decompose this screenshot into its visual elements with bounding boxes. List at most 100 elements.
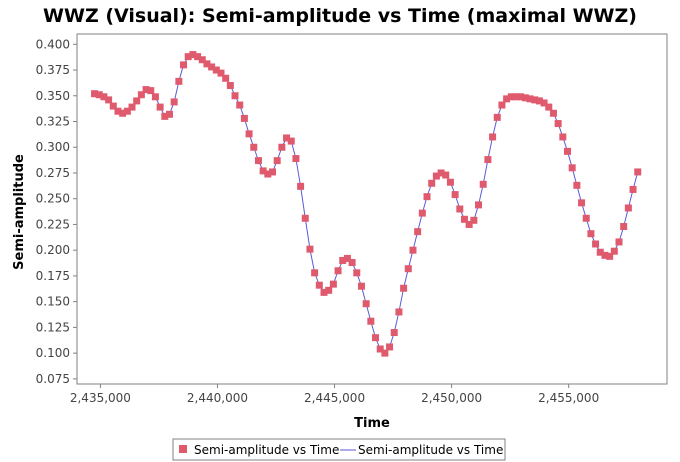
- data-point: [91, 90, 99, 98]
- data-point: [549, 109, 557, 117]
- data-point: [203, 60, 211, 68]
- data-point: [100, 93, 108, 101]
- data-point: [517, 93, 525, 101]
- x-axis: 2,435,000 2,440,000 2,445,000 2,450,000 2,45…: [70, 384, 599, 405]
- x-tick-label: 2,440,000: [187, 391, 248, 405]
- data-point: [357, 282, 365, 290]
- data-point: [507, 93, 515, 101]
- y-tick-label: 0.200: [36, 243, 70, 257]
- y-tick-label: 0.275: [36, 166, 70, 180]
- data-point: [301, 214, 309, 222]
- data-point: [484, 156, 492, 164]
- data-point: [526, 95, 534, 103]
- data-point: [343, 254, 351, 262]
- x-tick-label: 2,455,000: [538, 391, 599, 405]
- data-point: [142, 86, 150, 94]
- data-point: [231, 92, 239, 100]
- data-point: [615, 238, 623, 246]
- data-point: [620, 223, 628, 230]
- data-point: [133, 97, 141, 105]
- data-point: [629, 185, 637, 193]
- data-point: [217, 69, 225, 77]
- data-point: [418, 209, 426, 217]
- data-point: [479, 180, 487, 188]
- data-point: [147, 87, 155, 95]
- data-point: [250, 143, 258, 151]
- data-point: [175, 77, 183, 85]
- data-point: [105, 96, 113, 104]
- data-point: [128, 103, 136, 111]
- legend-marker-swatch: [179, 445, 187, 453]
- data-point: [222, 74, 230, 82]
- data-point: [395, 308, 403, 316]
- data-point: [353, 269, 361, 277]
- series-markers: [91, 51, 642, 357]
- data-point: [376, 345, 384, 353]
- data-point: [465, 220, 473, 228]
- data-point: [606, 252, 614, 260]
- data-point: [362, 300, 370, 308]
- y-tick-label: 0.250: [36, 192, 70, 206]
- y-tick-label: 0.225: [36, 217, 70, 231]
- data-point: [423, 193, 431, 201]
- data-point: [503, 95, 511, 103]
- y-axis: 0.075 0.100 0.125 0.150 0.175 0.200 0.225 0.250…: [36, 37, 77, 386]
- data-point: [381, 349, 389, 357]
- data-point: [165, 110, 173, 118]
- data-point: [432, 172, 440, 180]
- x-axis-label: Time: [354, 416, 390, 431]
- data-point: [587, 230, 595, 238]
- legend-box: [172, 438, 506, 461]
- data-point: [400, 284, 408, 292]
- data-point: [273, 157, 281, 165]
- data-point: [521, 94, 529, 102]
- y-tick-label: 0.400: [36, 37, 70, 51]
- y-axis-label: Semi-amplitude: [12, 154, 27, 270]
- data-point: [156, 103, 164, 111]
- data-point: [573, 181, 581, 189]
- data-point: [311, 269, 319, 277]
- data-point: [348, 259, 356, 267]
- data-point: [582, 214, 590, 222]
- data-point: [592, 240, 600, 248]
- data-point: [315, 281, 323, 289]
- data-point: [161, 112, 169, 120]
- y-tick-label: 0.125: [36, 320, 70, 334]
- data-point: [151, 93, 159, 101]
- chart-title: WWZ (Visual): Semi-amplitude vs Time (ma…: [43, 5, 637, 27]
- data-point: [470, 216, 478, 224]
- data-point: [297, 182, 305, 190]
- data-point: [489, 133, 497, 141]
- y-tick-label: 0.300: [36, 140, 70, 154]
- data-point: [610, 247, 618, 255]
- legend-label-markers: Semi-amplitude vs Time: [194, 443, 339, 457]
- data-point: [634, 168, 642, 176]
- data-point: [339, 256, 347, 264]
- data-point: [180, 61, 188, 69]
- data-point: [287, 137, 295, 145]
- data-point: [442, 171, 450, 179]
- data-point: [245, 130, 253, 138]
- y-tick-label: 0.375: [36, 63, 70, 77]
- data-point: [170, 98, 178, 106]
- y-tick-label: 0.075: [36, 372, 70, 386]
- data-point: [390, 329, 398, 337]
- data-point: [386, 343, 394, 351]
- data-point: [292, 155, 300, 163]
- data-point: [475, 201, 483, 209]
- data-point: [114, 107, 122, 115]
- data-point: [451, 191, 459, 199]
- data-point: [208, 63, 216, 71]
- data-point: [184, 53, 192, 61]
- data-point: [564, 147, 571, 155]
- data-point: [194, 53, 202, 61]
- data-point: [568, 164, 576, 172]
- data-point: [254, 157, 262, 165]
- data-point: [531, 96, 539, 104]
- data-point: [596, 248, 604, 256]
- data-point: [123, 107, 131, 115]
- data-point: [198, 56, 206, 64]
- data-point: [493, 113, 501, 121]
- data-point: [109, 102, 117, 110]
